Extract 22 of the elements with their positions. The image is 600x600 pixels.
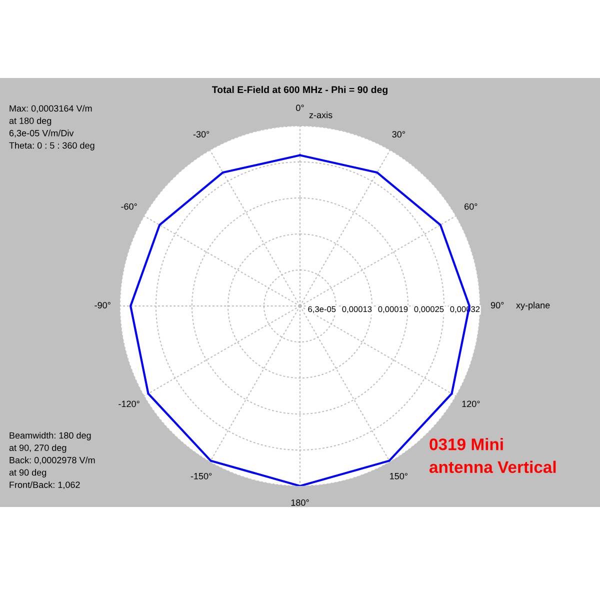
spoke-label: -90° — [94, 302, 110, 308]
y-tick-label: 6,3e-05 — [308, 306, 336, 314]
text: Max: 0,0003164 V/m at 180 deg 6,3e-05 V/m/Div Theta: 0 : 5 : 360 deg — [9, 105, 94, 150]
spoke-label: -120° — [118, 400, 140, 408]
chart-title: Total E-Field at 600 MHz - Phi = 90 deg — [212, 86, 388, 96]
y-tick-label: 0,00025 — [414, 306, 444, 314]
text: 0319 Mini antenna Vertical — [429, 438, 556, 474]
y-tick-label: 0,00013 — [342, 306, 372, 314]
spoke-label: 0° — [296, 104, 304, 112]
spoke-label: 180° — [291, 499, 309, 506]
text: z-axis — [309, 112, 332, 118]
spoke-label: 60° — [464, 203, 478, 210]
spoke-label: 150° — [390, 472, 408, 480]
spoke-label: 30° — [392, 131, 405, 138]
text: xy-plane — [516, 302, 550, 310]
y-tick-label: 0,00019 — [378, 306, 408, 314]
spoke-label: -30° — [193, 131, 210, 138]
text: Beamwidth: 180 deg at 90, 270 deg Back: 0,0002978 V/m at 90 deg Front/Back: 1,062 — [9, 432, 95, 490]
spoke-label: -60° — [121, 203, 137, 210]
spoke-label: 120° — [462, 400, 480, 408]
spoke-label: -150° — [190, 472, 212, 480]
spoke-label: 90° — [490, 302, 504, 308]
